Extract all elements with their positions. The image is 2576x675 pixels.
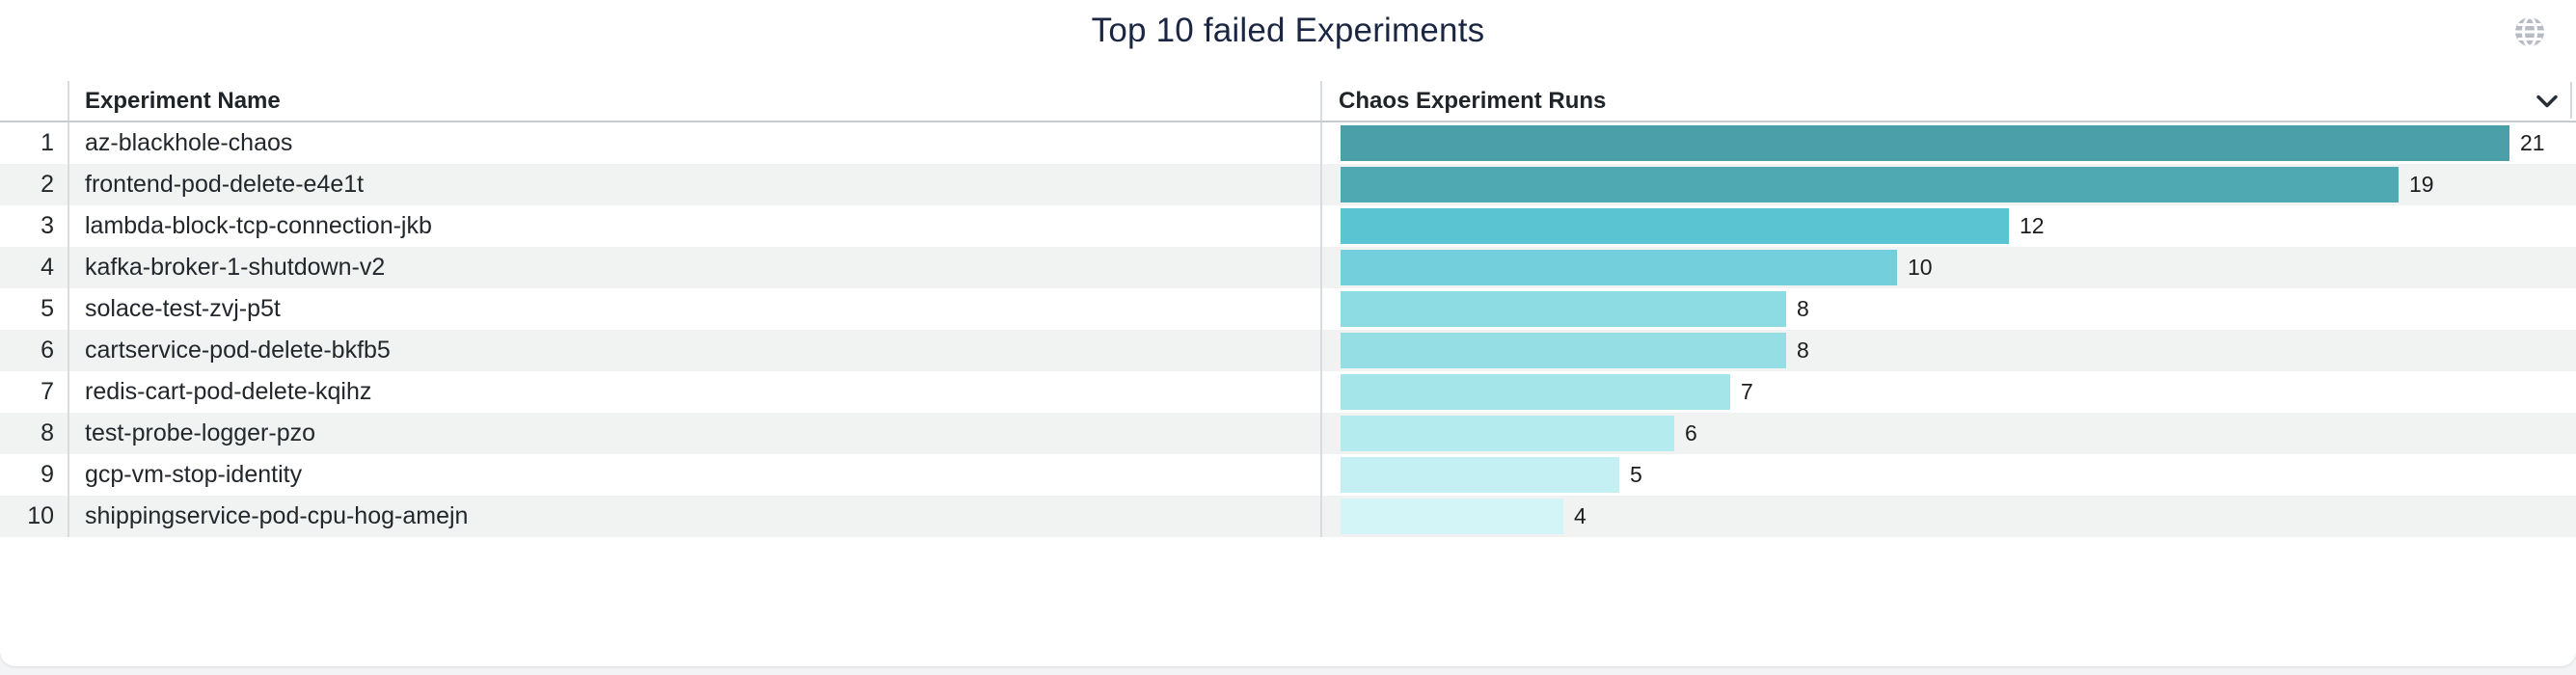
bar <box>1341 333 1786 368</box>
experiment-name: redis-cart-pod-delete-kqihz <box>69 371 1322 413</box>
row-rank: 3 <box>0 205 69 247</box>
bar-value-label: 7 <box>1741 379 1753 404</box>
runs-header-label: Chaos Experiment Runs <box>1339 87 1607 114</box>
row-rank: 7 <box>0 371 69 413</box>
bar <box>1341 499 1563 534</box>
header-cell-runs[interactable]: Chaos Experiment Runs <box>1322 81 2574 121</box>
bar-cell: 21 <box>1322 122 2574 164</box>
bar-value-label: 5 <box>1630 462 1642 487</box>
experiment-name-header-label: Experiment Name <box>85 87 281 114</box>
bar <box>1341 125 2509 161</box>
experiment-name: solace-test-zvj-p5t <box>69 288 1322 330</box>
experiment-name: frontend-pod-delete-e4e1t <box>69 164 1322 205</box>
row-rank: 10 <box>0 496 69 537</box>
row-rank: 6 <box>0 330 69 371</box>
table-row[interactable]: 4 kafka-broker-1-shutdown-v2 10 <box>0 247 2576 288</box>
header-cell-rank <box>0 81 69 121</box>
bar-value-label: 8 <box>1797 338 1809 363</box>
bar-value-label: 21 <box>2520 130 2545 155</box>
experiment-name: az-blackhole-chaos <box>69 122 1322 164</box>
table-row[interactable]: 10 shippingservice-pod-cpu-hog-amejn 4 <box>0 496 2576 537</box>
bar <box>1341 374 1730 410</box>
table-row[interactable]: 7 redis-cart-pod-delete-kqihz 7 <box>0 371 2576 413</box>
table-row[interactable]: 9 gcp-vm-stop-identity 5 <box>0 454 2576 496</box>
header-right-border <box>2570 82 2572 119</box>
bar-value-label: 12 <box>2020 213 2045 238</box>
bar <box>1341 457 1619 493</box>
bar-value-label: 4 <box>1574 503 1586 528</box>
table-row[interactable]: 1 az-blackhole-chaos 21 <box>0 122 2576 164</box>
bar-cell: 4 <box>1322 496 2574 537</box>
row-rank: 5 <box>0 288 69 330</box>
bar <box>1341 250 1897 285</box>
bar-cell: 8 <box>1322 288 2574 330</box>
bar-value-label: 6 <box>1685 420 1697 446</box>
table-body: 1 az-blackhole-chaos 21 2 frontend-pod-delet… <box>0 122 2576 537</box>
bar-value-label: 10 <box>1908 255 1933 280</box>
bar-cell: 5 <box>1322 454 2574 496</box>
table-row[interactable]: 5 solace-test-zvj-p5t 8 <box>0 288 2576 330</box>
globe-icon <box>2515 15 2544 48</box>
row-rank: 2 <box>0 164 69 205</box>
bar-cell: 8 <box>1322 330 2574 371</box>
bar-cell: 6 <box>1322 413 2574 454</box>
experiment-name: gcp-vm-stop-identity <box>69 454 1322 496</box>
experiment-name: lambda-block-tcp-connection-jkb <box>69 205 1322 247</box>
bar-cell: 19 <box>1322 164 2574 205</box>
experiment-name: shippingservice-pod-cpu-hog-amejn <box>69 496 1322 537</box>
header-cell-experiment-name[interactable]: Experiment Name <box>69 81 1322 121</box>
bar <box>1341 291 1786 327</box>
bar-cell: 7 <box>1322 371 2574 413</box>
table-row[interactable]: 3 lambda-block-tcp-connection-jkb 12 <box>0 205 2576 247</box>
bar <box>1341 167 2399 202</box>
chevron-down-icon[interactable] <box>2536 94 2558 108</box>
bar-value-label: 8 <box>1797 296 1809 321</box>
table-row[interactable]: 2 frontend-pod-delete-e4e1t 19 <box>0 164 2576 205</box>
table-header: Experiment Name Chaos Experiment Runs <box>0 81 2576 122</box>
bar <box>1341 416 1674 451</box>
row-rank: 9 <box>0 454 69 496</box>
bar-cell: 12 <box>1322 205 2574 247</box>
experiment-name: test-probe-logger-pzo <box>69 413 1322 454</box>
experiment-name: cartservice-pod-delete-bkfb5 <box>69 330 1322 371</box>
experiment-name: kafka-broker-1-shutdown-v2 <box>69 247 1322 288</box>
row-rank: 8 <box>0 413 69 454</box>
panel-title: Top 10 failed Experiments <box>1091 12 1485 49</box>
row-rank: 1 <box>0 122 69 164</box>
table-row[interactable]: 8 test-probe-logger-pzo 6 <box>0 413 2576 454</box>
table-row[interactable]: 6 cartservice-pod-delete-bkfb5 8 <box>0 330 2576 371</box>
row-rank: 4 <box>0 247 69 288</box>
bar <box>1341 208 2009 244</box>
bar-cell: 10 <box>1322 247 2574 288</box>
bar-value-label: 19 <box>2409 172 2434 197</box>
